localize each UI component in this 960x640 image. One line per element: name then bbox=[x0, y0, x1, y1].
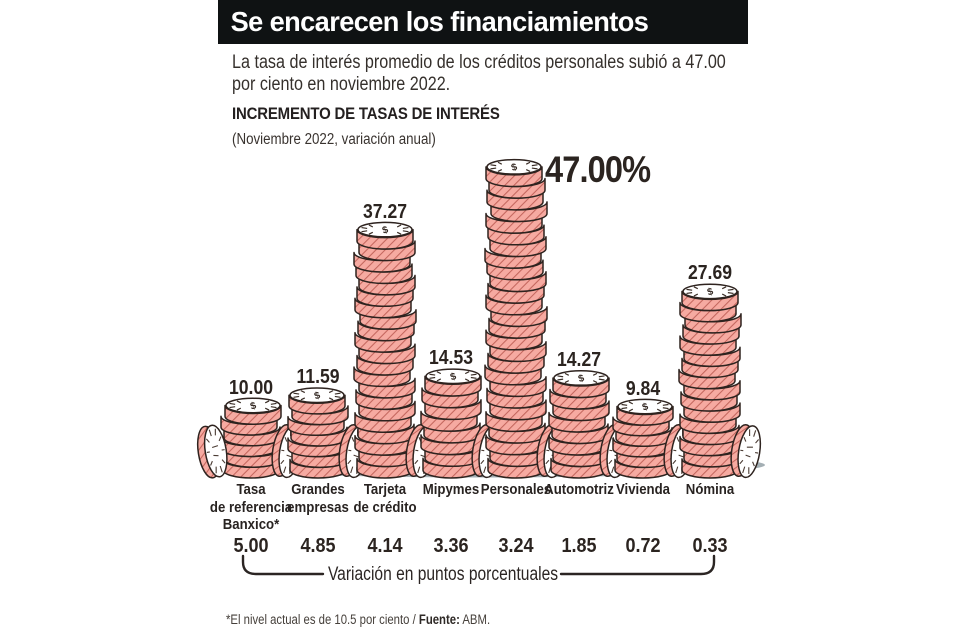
coin-dollar-mark: $ bbox=[381, 224, 390, 236]
title-banner: Se encarecen los financiamientos bbox=[218, 0, 748, 44]
coin-stack-grandes-empresas: $ bbox=[287, 387, 349, 479]
coin-stack-tarjeta-de-credito: $ bbox=[353, 221, 417, 479]
coin-dollar-mark: $ bbox=[706, 286, 715, 298]
coin-dollar-mark: $ bbox=[641, 401, 650, 413]
coin-stack-automotriz: $ bbox=[548, 370, 610, 479]
coin-stack-mipymes: $ bbox=[420, 368, 482, 479]
bracket-right bbox=[559, 554, 716, 576]
intro-text: La tasa de interés promedio de los crédi… bbox=[232, 52, 726, 95]
page-title: Se encarecen los financiamientos bbox=[230, 6, 649, 37]
coin-stacks: $ $ $ $ $ $ $ $ bbox=[196, 158, 762, 479]
source-label: Fuente: bbox=[418, 612, 460, 627]
coin-dollar-mark: $ bbox=[577, 373, 586, 385]
coin-stack-vivienda: $ bbox=[612, 398, 674, 479]
coin-dollar-mark: $ bbox=[313, 390, 322, 402]
coin-stack-personales: $ bbox=[484, 158, 548, 479]
coin-dollar-mark: $ bbox=[249, 400, 258, 412]
coin-dollar-mark: $ bbox=[449, 371, 458, 383]
source-value: ABM. bbox=[459, 612, 491, 627]
footnote-text: *El nivel actual es de 10.5 por ciento / bbox=[226, 612, 419, 627]
variation-bracket bbox=[241, 554, 716, 576]
chart-heading: INCREMENTO DE TASAS DE INTERÉS bbox=[232, 104, 500, 123]
chart-subheading: (Noviembre 2022, variación anual) bbox=[232, 131, 436, 148]
leaning-coin-nomina bbox=[730, 424, 762, 479]
coin-stack-tasa-de-referencia-banxico: $ bbox=[220, 397, 282, 479]
coin-dollar-mark: $ bbox=[510, 162, 519, 174]
footnote: *El nivel actual es de 10.5 por ciento /… bbox=[226, 612, 490, 627]
variation-axis-label: Variación en puntos porcentuales bbox=[327, 564, 559, 585]
coin-stack-nomina: $ bbox=[678, 283, 742, 479]
leaning-coin-left-tasa-de-referencia-banxico bbox=[196, 424, 228, 479]
bracket-left bbox=[241, 554, 325, 576]
